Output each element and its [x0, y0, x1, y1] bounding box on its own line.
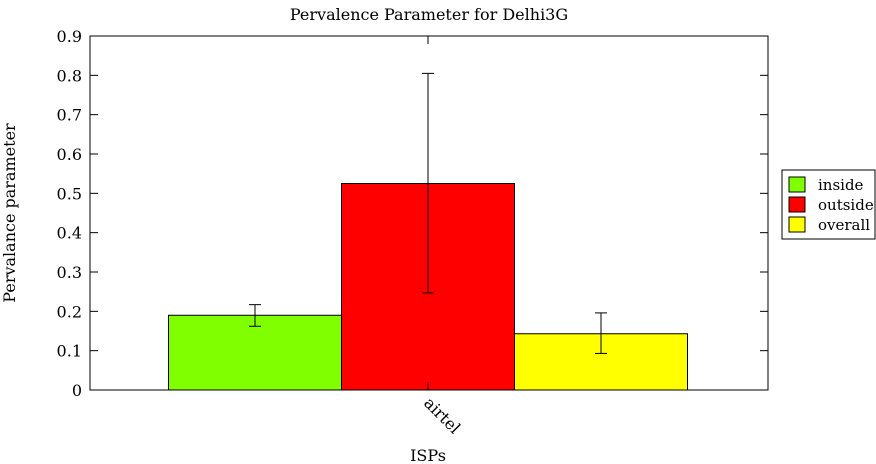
y-axis-label: Pervalance parameter: [0, 123, 19, 303]
x-tick-label: airtel: [420, 393, 464, 437]
legend: inside outside overall: [781, 169, 876, 240]
y-tick-label: 0.9: [57, 27, 82, 46]
y-tick-label: 0.7: [57, 106, 82, 125]
legend-label-inside: inside: [818, 176, 864, 194]
chart-title: Pervalence Parameter for Delhi3G: [290, 5, 568, 24]
y-tick-label: 0.4: [57, 224, 82, 243]
y-tick-label: 0.3: [57, 263, 82, 282]
legend-label-overall: overall: [818, 216, 870, 234]
legend-swatch-overall: [788, 216, 806, 233]
y-tick-label: 0.8: [57, 66, 82, 85]
legend-label-outside: outside: [818, 196, 874, 214]
error-bar-group: [249, 72, 607, 354]
x-axis-label: ISPs: [410, 446, 446, 464]
y-tick-label: 0.1: [57, 342, 82, 361]
y-tick-label: 0.2: [57, 302, 82, 321]
y-tick-label: 0: [72, 381, 82, 400]
y-tick-label: 0.5: [57, 184, 82, 203]
legend-swatch-inside: [788, 176, 806, 193]
y-axis-ticks: 0 0.1 0.2 0.3 0.4 0.5 0.6 0.7 0.8 0.9: [57, 27, 768, 400]
y-tick-label: 0.6: [57, 145, 82, 164]
plot-frame: [89, 35, 769, 391]
legend-swatch-outside: [788, 196, 806, 213]
